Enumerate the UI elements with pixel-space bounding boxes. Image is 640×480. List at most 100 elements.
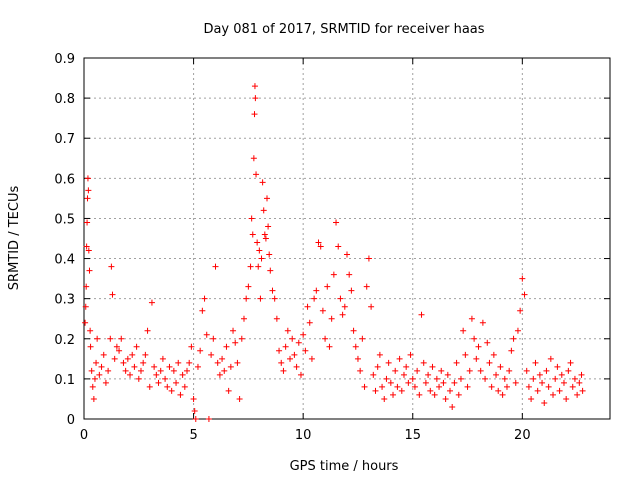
data-point-plus [238, 335, 245, 342]
data-point-plus [113, 343, 120, 350]
data-point-plus [105, 367, 112, 374]
data-point-plus [247, 263, 254, 270]
data-point-plus [243, 295, 250, 302]
y-tick-label: 0 [67, 413, 75, 428]
data-point-plus [486, 359, 493, 366]
data-point-plus [258, 255, 265, 262]
data-point-plus [506, 367, 513, 374]
data-point-plus [251, 111, 258, 118]
x-axis-label: GPS time / hours [290, 459, 399, 474]
grid-lines [84, 58, 610, 419]
data-point-plus [534, 387, 541, 394]
data-point-plus [287, 355, 294, 362]
data-point-plus [431, 391, 438, 398]
data-point-plus [116, 347, 123, 354]
y-tick-label: 0.4 [54, 253, 75, 268]
data-point-plus [317, 243, 324, 250]
data-point-plus [87, 343, 94, 350]
data-point-plus [383, 375, 390, 382]
data-point-plus [208, 351, 215, 358]
data-point-plus [372, 387, 379, 394]
data-point-plus [541, 399, 548, 406]
data-point-plus [495, 387, 502, 394]
data-point-plus [460, 327, 467, 334]
data-point-plus [407, 351, 414, 358]
data-point-plus [330, 271, 337, 278]
data-point-plus [359, 335, 366, 342]
data-point-plus [257, 295, 264, 302]
data-point-plus [512, 379, 519, 386]
data-point-plus [462, 351, 469, 358]
data-point-plus [579, 387, 586, 394]
data-point-plus [142, 351, 149, 358]
data-point-plus [260, 207, 267, 214]
data-point-plus [83, 243, 90, 250]
plot-frame [83, 57, 611, 420]
data-point-plus [251, 83, 258, 90]
data-point-plus [201, 295, 208, 302]
data-point-plus [403, 363, 410, 370]
data-point-plus [550, 391, 557, 398]
data-point-plus [96, 371, 103, 378]
data-point-plus [236, 395, 243, 402]
data-point-plus [84, 195, 91, 202]
data-point-plus [255, 263, 262, 270]
y-tick-label: 0.2 [54, 333, 75, 348]
data-point-plus [190, 395, 197, 402]
data-point-plus [175, 359, 182, 366]
data-point-plus [157, 367, 164, 374]
data-point-plus [124, 355, 131, 362]
data-point-plus [493, 371, 500, 378]
data-point-plus [166, 363, 173, 370]
data-point-plus [525, 383, 532, 390]
data-point-plus [129, 351, 136, 358]
data-point-plus [552, 375, 559, 382]
data-point-plus [503, 383, 510, 390]
data-point-plus [324, 283, 331, 290]
data-point-plus [85, 247, 92, 254]
data-point-plus [140, 359, 147, 366]
data-point-plus [191, 407, 198, 414]
data-point-plus [394, 383, 401, 390]
data-point-plus [197, 347, 204, 354]
data-point-plus [87, 327, 94, 334]
data-point-plus [514, 327, 521, 334]
data-point-plus [545, 383, 552, 390]
data-point-plus [85, 187, 92, 194]
data-point-plus [313, 287, 320, 294]
data-point-plus [159, 355, 166, 362]
data-point-plus [473, 355, 480, 362]
data-point-plus [173, 379, 180, 386]
data-point-plus [199, 307, 206, 314]
y-axis-label: SRMTID / TECUs [7, 186, 22, 291]
data-point-plus [304, 303, 311, 310]
data-point-plus [252, 95, 259, 102]
data-point-plus [261, 231, 268, 238]
data-point-plus [497, 363, 504, 370]
data-point-plus [262, 235, 269, 242]
x-tick-label: 10 [295, 428, 312, 443]
data-point-plus [253, 171, 260, 178]
data-point-plus [449, 403, 456, 410]
data-point-plus [269, 287, 276, 294]
data-point-plus [574, 391, 581, 398]
data-point-plus [510, 335, 517, 342]
data-point-plus [102, 379, 109, 386]
data-point-plus [571, 375, 578, 382]
data-point-plus [164, 383, 171, 390]
data-point-plus [214, 359, 221, 366]
data-point-plus [337, 295, 344, 302]
data-point-plus [120, 359, 127, 366]
x-tick-label: 15 [404, 428, 421, 443]
data-point-plus [558, 371, 565, 378]
data-point-plus [436, 383, 443, 390]
data-point-plus [282, 343, 289, 350]
data-point-plus [155, 379, 162, 386]
data-point-plus [425, 371, 432, 378]
data-point-plus [230, 327, 237, 334]
data-point-plus [442, 395, 449, 402]
data-point-plus [368, 303, 375, 310]
data-point-plus [273, 315, 280, 322]
data-point-plus [554, 363, 561, 370]
